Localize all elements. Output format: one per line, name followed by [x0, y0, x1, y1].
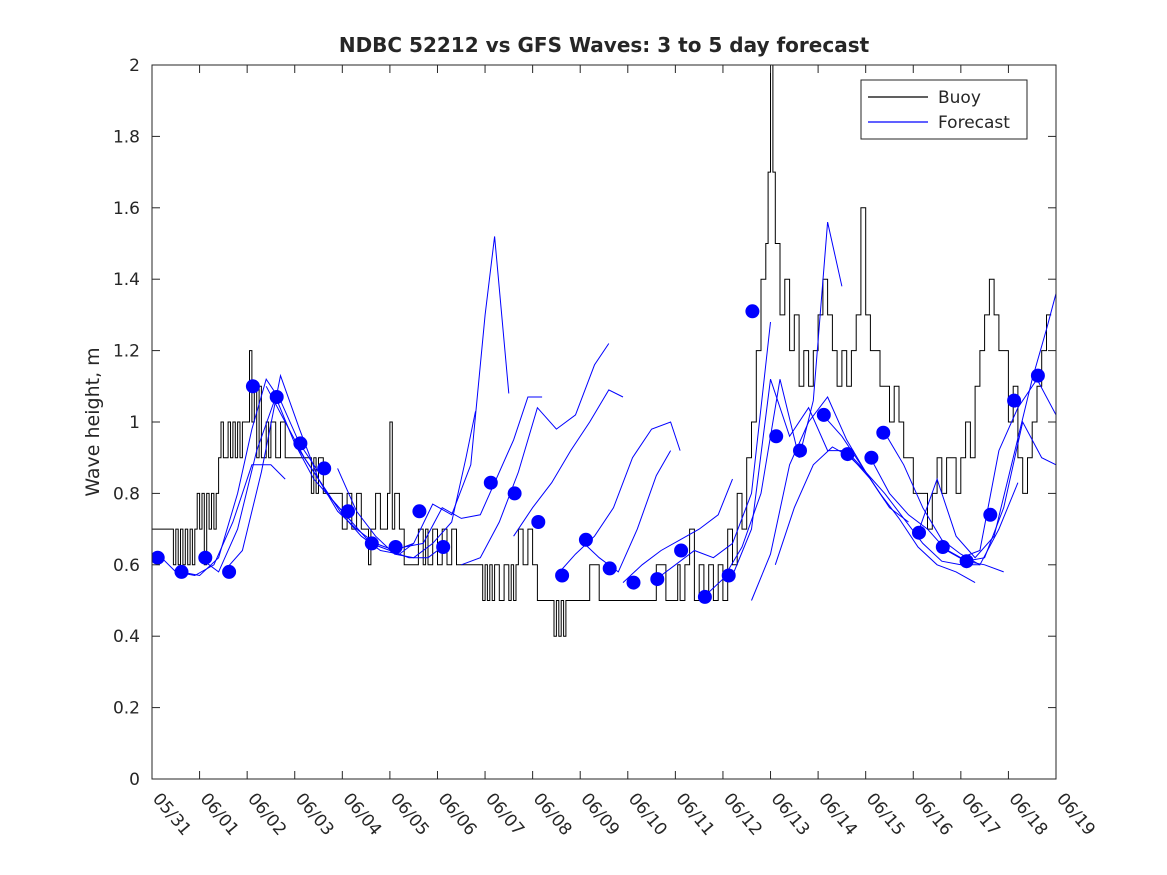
plot-area — [152, 65, 1056, 637]
forecast-point-3 — [198, 550, 213, 565]
forecast-point-6 — [269, 390, 284, 404]
y-tick-label: 0.4 — [113, 627, 140, 647]
forecast-point-32 — [912, 525, 926, 540]
forecast-point-37 — [1030, 368, 1045, 383]
forecast-point-31 — [876, 425, 891, 440]
forecast-line-23 — [884, 432, 1019, 566]
forecast-point-29 — [840, 447, 855, 462]
forecast-point-26 — [769, 429, 784, 444]
y-tick-label: 2 — [129, 56, 140, 76]
forecast-point-14 — [483, 475, 498, 490]
forecast-point-33 — [935, 540, 950, 554]
forecast-point-5 — [245, 379, 260, 394]
chart-title: NDBC 52212 vs GFS Waves: 3 to 5 day fore… — [339, 33, 870, 57]
forecast-line-10 — [461, 343, 610, 566]
forecast-point-15 — [507, 486, 522, 501]
y-tick-label: 0.2 — [113, 699, 140, 719]
forecast-point-28 — [816, 407, 831, 422]
forecast-point-1 — [152, 550, 165, 565]
buoy-series-line — [152, 65, 1052, 637]
forecast-line-20 — [822, 414, 976, 584]
y-tick-label: 1.2 — [113, 342, 140, 362]
forecast-line-9 — [404, 396, 543, 548]
forecast-point-11 — [388, 540, 403, 554]
y-tick-label: 1.4 — [113, 270, 140, 290]
y-tick-label: 1.6 — [113, 199, 140, 219]
forecast-point-35 — [983, 507, 998, 522]
forecast-point-13 — [436, 540, 451, 554]
forecast-line-2 — [180, 378, 319, 577]
forecast-point-8 — [317, 461, 332, 476]
forecast-line-24 — [917, 293, 1056, 559]
forecast-point-20 — [626, 575, 641, 590]
forecast-point-19 — [602, 561, 617, 576]
y-tick-label: 0.8 — [113, 484, 140, 504]
y-tick-label: 1 — [129, 413, 140, 433]
forecast-point-17 — [555, 568, 570, 583]
forecast-line-22 — [869, 457, 1004, 573]
legend-forecast-label: Forecast — [938, 113, 1010, 133]
y-axis-label: Wave height, m — [82, 347, 104, 496]
forecast-point-10 — [364, 536, 379, 551]
legend-box — [860, 79, 1028, 140]
forecast-line-13 — [579, 450, 672, 573]
forecast-point-22 — [674, 543, 689, 558]
forecast-line-26 — [965, 420, 1056, 562]
forecast-line-14 — [622, 478, 733, 583]
forecast-point-2 — [174, 564, 189, 579]
forecast-point-18 — [578, 532, 593, 547]
forecast-point-27 — [793, 443, 807, 458]
forecast-point-7 — [293, 436, 308, 451]
forecast-line-11 — [513, 389, 624, 537]
forecast-line-7 — [337, 411, 476, 559]
y-tick-label: 0 — [129, 770, 140, 790]
forecast-point-12 — [412, 504, 427, 519]
legend: Buoy Forecast — [860, 79, 1028, 140]
y-tick-label: 0.6 — [113, 556, 140, 576]
forecast-point-30 — [864, 450, 879, 465]
forecast-line-15 — [656, 321, 771, 580]
forecast-point-25 — [745, 304, 760, 319]
forecast-point-4 — [222, 564, 237, 579]
forecast-point-23 — [697, 589, 712, 604]
y-tick-label: 1.8 — [113, 127, 140, 147]
legend-buoy-label: Buoy — [938, 88, 981, 108]
forecast-point-21 — [650, 572, 665, 587]
forecast-point-24 — [721, 568, 736, 583]
forecast-point-34 — [959, 554, 974, 569]
forecast-point-9 — [341, 504, 355, 519]
forecast-line-12 — [556, 421, 681, 576]
forecast-point-16 — [531, 515, 546, 529]
forecast-point-36 — [1007, 393, 1022, 408]
forecast-line-16 — [703, 221, 843, 598]
plot-content — [152, 65, 1056, 637]
